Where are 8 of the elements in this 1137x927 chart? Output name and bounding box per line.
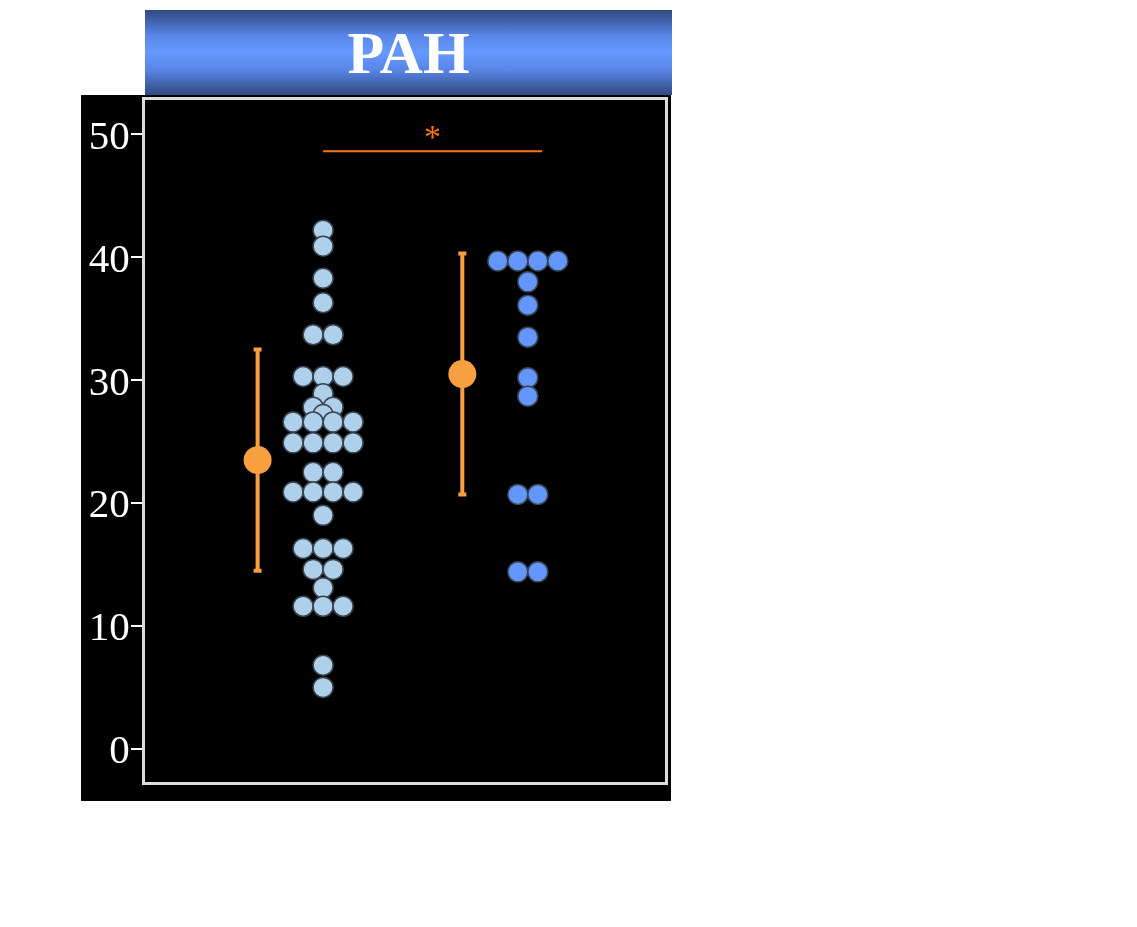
y-tick-label: 40 xyxy=(88,234,130,281)
annotation: * xyxy=(424,118,441,155)
y-tick-label: 50 xyxy=(88,111,130,158)
y-tick-label: 20 xyxy=(88,480,130,527)
y-tick-label: 10 xyxy=(88,603,130,650)
y-tick-label: 30 xyxy=(88,357,130,404)
y-tick-label: 0 xyxy=(109,726,130,773)
chart-title: PAH xyxy=(347,19,470,86)
